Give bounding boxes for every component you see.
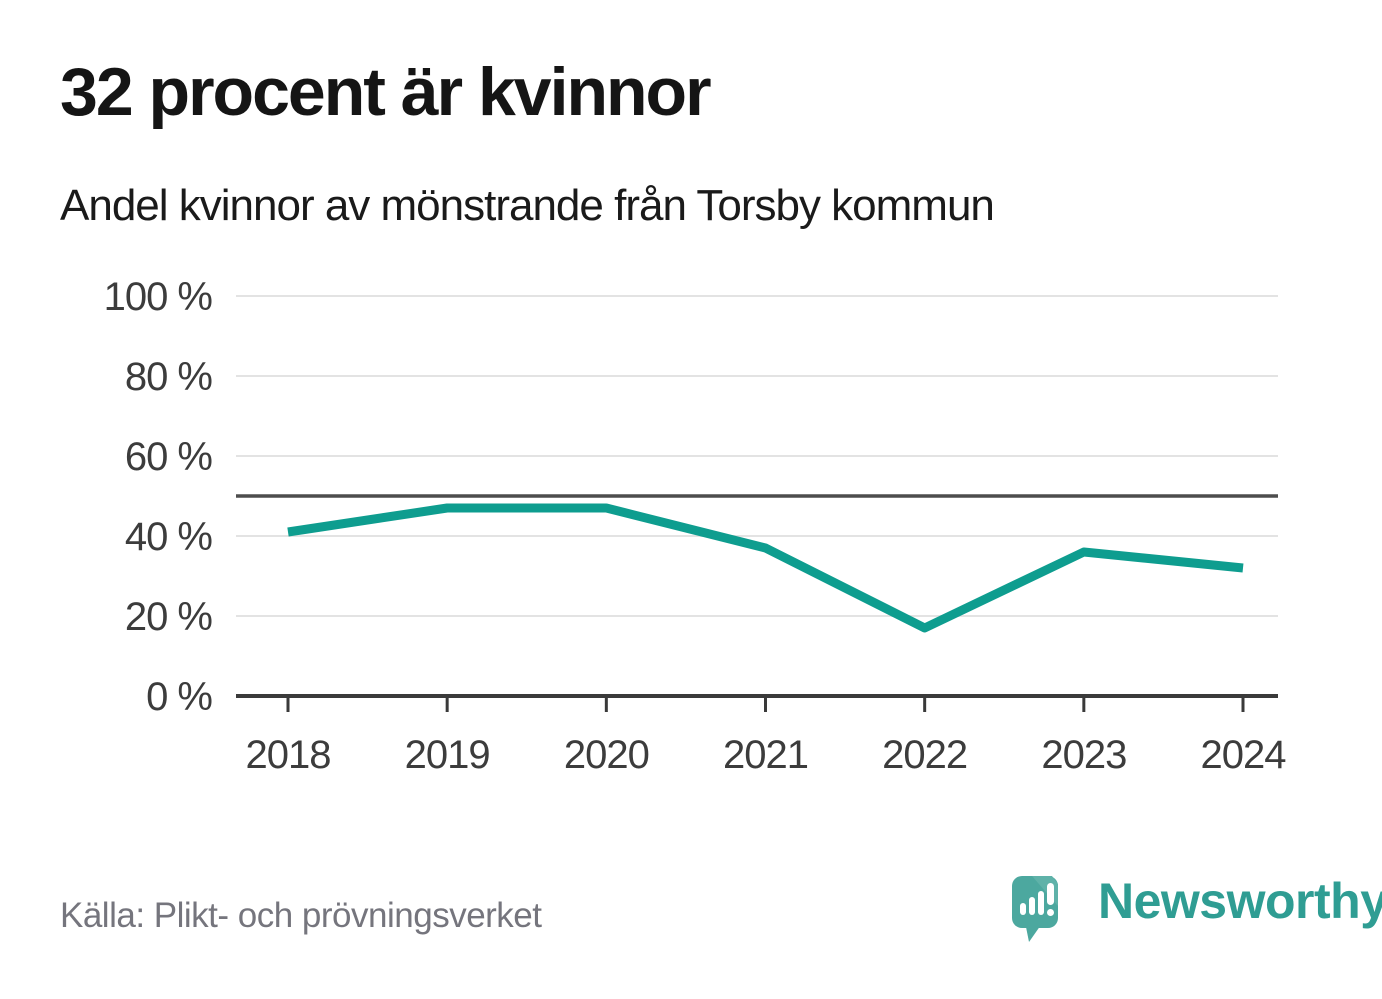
- y-axis-tick-label: 20 %: [125, 595, 213, 639]
- chart-subtitle: Andel kvinnor av mönstrande från Torsby …: [60, 181, 995, 230]
- logo-exclamation-bar: [1047, 883, 1054, 905]
- newsworthy-logo-icon: [1012, 876, 1058, 942]
- x-axis-tick-label: 2022: [882, 733, 967, 777]
- logo-bar-2: [1029, 897, 1035, 915]
- source-attribution: Källa: Plikt- och prövningsverket: [60, 896, 542, 935]
- x-axis-tick-label: 2021: [723, 733, 808, 777]
- y-axis-tick-label: 60 %: [125, 435, 213, 479]
- y-axis-tick-label: 100 %: [104, 275, 213, 319]
- x-axis-tick-label: 2018: [246, 733, 331, 777]
- y-axis-tick-label: 0 %: [146, 675, 212, 719]
- x-axis-tick-label: 2019: [405, 733, 490, 777]
- logo-bar-1: [1020, 903, 1026, 915]
- x-axis-tick-label: 2023: [1041, 733, 1126, 777]
- y-axis-tick-label: 40 %: [125, 515, 213, 559]
- logo-bubble-tail: [1025, 922, 1043, 942]
- x-axis-tick-label: 2020: [564, 733, 649, 777]
- logo-bar-3: [1038, 891, 1044, 915]
- chart-title: 32 procent är kvinnor: [60, 54, 712, 130]
- x-axis-tick-label: 2024: [1201, 733, 1287, 777]
- y-axis-tick-label: 80 %: [125, 355, 213, 399]
- logo-exclamation-dot: [1047, 909, 1054, 916]
- newsworthy-logo: Newsworthy: [1012, 876, 1382, 956]
- data-line-share-of-women: [287, 503, 1244, 633]
- brand-wordmark: Newsworthy: [1098, 873, 1382, 929]
